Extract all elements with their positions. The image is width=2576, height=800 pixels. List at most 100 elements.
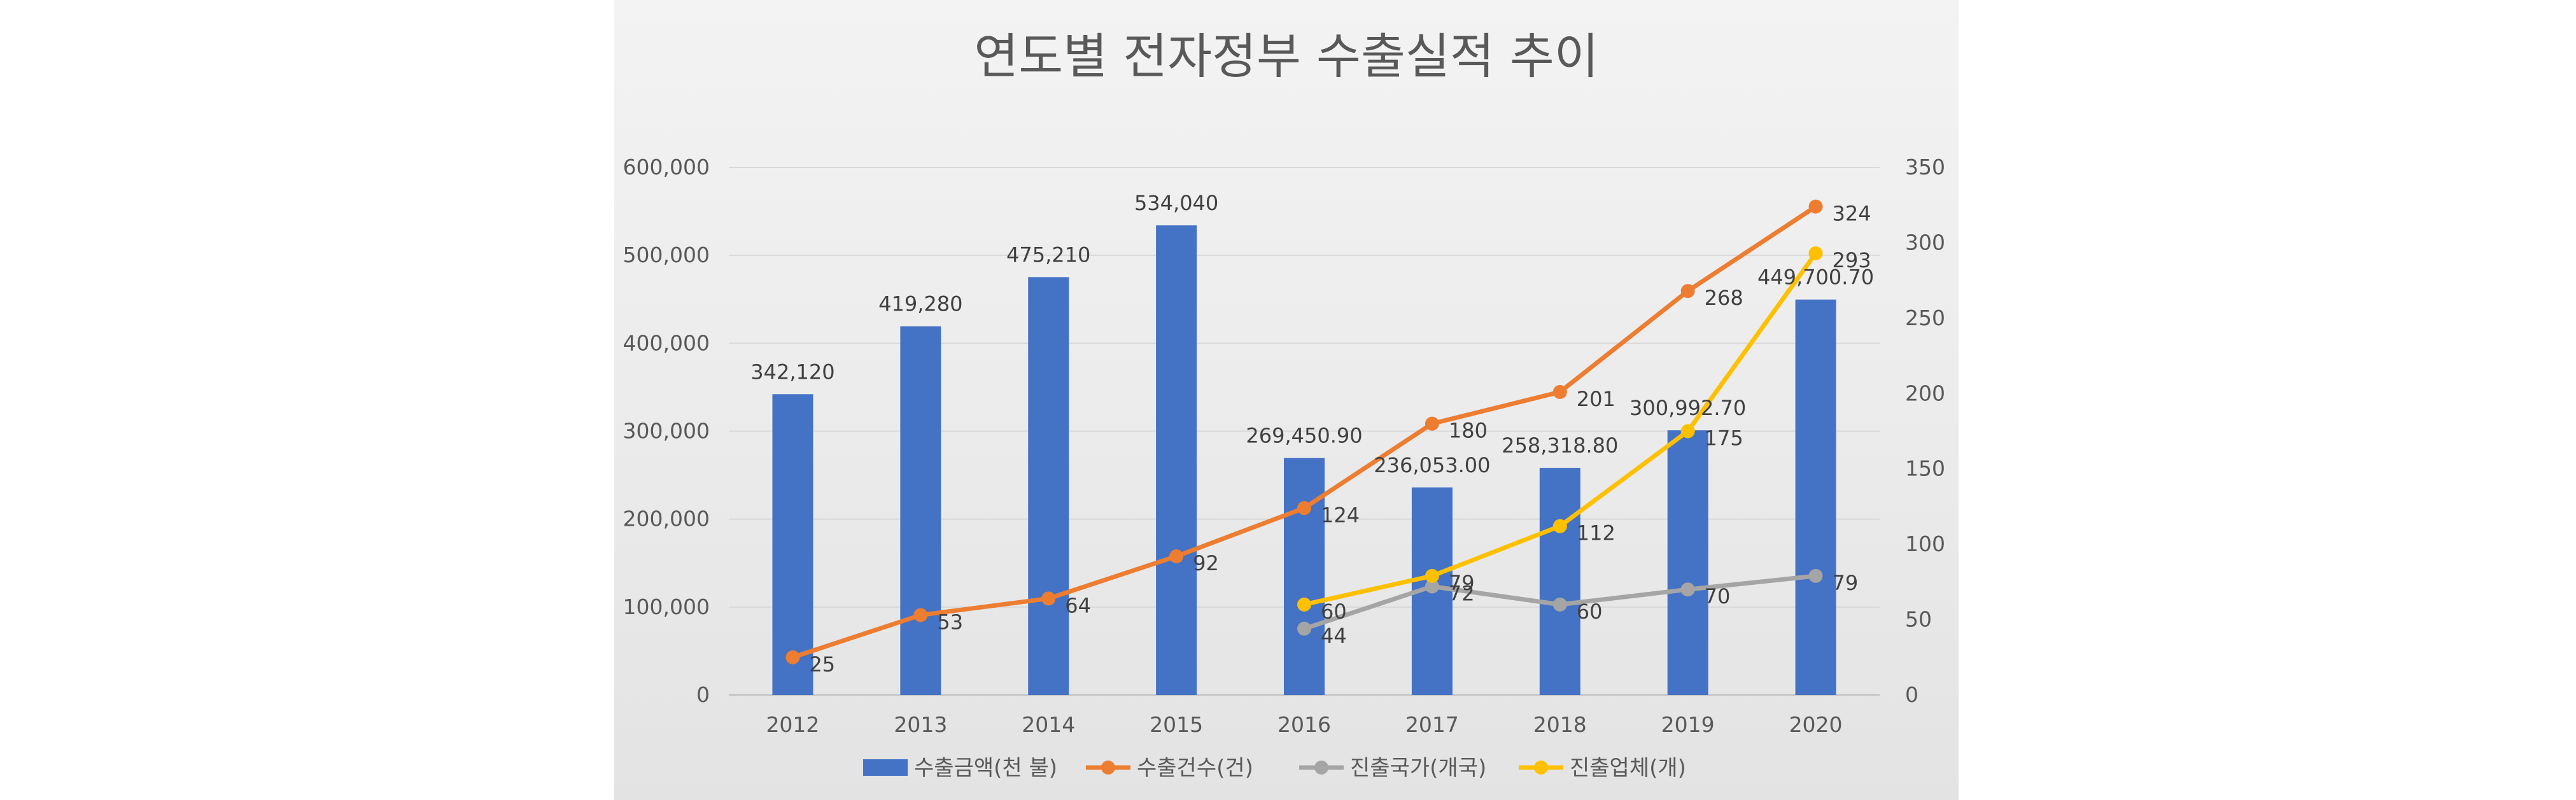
line-data-label: 64	[1065, 593, 1091, 617]
legend-swatch	[863, 759, 908, 776]
left-axis: 0 100,000 200,000 300,000 400,000 500,000 600,…	[623, 155, 710, 707]
legend-item: 진출업체(개)	[1519, 755, 1686, 781]
right-axis-tick-label: 300	[1905, 230, 1945, 255]
legend-marker	[1101, 761, 1115, 775]
legend-label: 진출국가(개국)	[1350, 755, 1486, 781]
bar	[772, 394, 813, 695]
bar	[1028, 277, 1069, 695]
line-point	[1425, 579, 1439, 594]
bar	[1667, 430, 1708, 695]
legend-item: 수출건수(건)	[1086, 755, 1253, 781]
line-data-label: 79	[1833, 571, 1859, 595]
legend-item: 수출금액(천 불)	[863, 755, 1057, 781]
right-axis-tick-label: 100	[1905, 531, 1945, 556]
left-axis-tick-label: 100,000	[623, 594, 710, 619]
line-data-label: 201	[1577, 387, 1615, 411]
right-axis: 0 50 100 150 200 250 300 350	[1905, 155, 1945, 707]
chart-panel: 연도별 전자정부 수출실적 추이 0 100,000 200,000 300,000 4…	[614, 0, 1959, 800]
bar-data-label: 475,210	[1006, 242, 1090, 267]
right-axis-tick-label: 50	[1905, 607, 1932, 632]
line-data-label: 53	[937, 610, 963, 634]
bar	[1539, 468, 1580, 695]
bar-series	[772, 225, 1836, 695]
line-data-label: 44	[1321, 624, 1347, 648]
x-axis: 2012 2013 2014 2015 2016 2017 2018 2019 2020	[766, 712, 1842, 737]
right-axis-tick-label: 250	[1905, 305, 1945, 330]
x-axis-tick-label: 2014	[1022, 712, 1075, 737]
legend-label: 진출업체(개)	[1570, 755, 1686, 781]
bar	[1156, 225, 1197, 695]
right-axis-tick-label: 350	[1905, 155, 1945, 179]
line-series	[785, 199, 1823, 664]
x-axis-tick-label: 2019	[1661, 712, 1715, 737]
line-point	[785, 650, 800, 664]
bar	[900, 326, 941, 695]
line-data-label: 60	[1321, 600, 1347, 624]
legend-item: 진출국가(개국)	[1299, 755, 1486, 781]
x-axis-tick-label: 2013	[894, 712, 947, 737]
line-data-label: 70	[1705, 584, 1731, 608]
line-data-label: 175	[1705, 426, 1743, 451]
line-point	[1041, 591, 1056, 606]
legend-label: 수출금액(천 불)	[914, 755, 1057, 781]
chart-svg: 연도별 전자정부 수출실적 추이 0 100,000 200,000 300,000 4…	[623, 28, 1945, 781]
right-axis-tick-label: 150	[1905, 456, 1945, 481]
left-axis-tick-label: 200,000	[623, 507, 710, 531]
bar-data-label: 269,450.90	[1246, 424, 1362, 448]
line-point	[1808, 199, 1823, 214]
line-data-label: 124	[1321, 503, 1360, 527]
line-data-label: 92	[1193, 551, 1219, 575]
left-axis-tick-label: 500,000	[623, 242, 710, 267]
x-axis-tick-label: 2017	[1405, 712, 1459, 737]
line-data-label: 268	[1705, 286, 1743, 310]
x-axis-tick-label: 2012	[766, 712, 819, 737]
line-point	[1297, 621, 1311, 636]
line-point	[913, 608, 928, 622]
line-point	[1680, 424, 1695, 439]
line-data-label: 72	[1449, 581, 1475, 605]
x-axis-tick-label: 2018	[1533, 712, 1587, 737]
line-data-label: 293	[1833, 248, 1871, 272]
line-point	[1808, 568, 1823, 583]
left-axis-tick-label: 300,000	[623, 419, 710, 444]
line-point	[1425, 416, 1439, 431]
line-point	[1552, 519, 1567, 533]
x-axis-tick-label: 2020	[1789, 712, 1843, 737]
bar	[1284, 458, 1325, 695]
line-point	[1552, 384, 1567, 399]
x-axis-tick-label: 2015	[1150, 712, 1203, 737]
bar-data-label: 449,700.70	[1757, 265, 1874, 290]
legend: 수출금액(천 불) 수출건수(건) 진출국가(개국) 진출업체(개)	[863, 755, 1686, 781]
right-axis-tick-label: 0	[1905, 682, 1918, 707]
right-axis-tick-label: 200	[1905, 381, 1945, 405]
legend-marker	[1314, 761, 1328, 775]
line-data-label: 180	[1449, 419, 1488, 443]
x-axis-tick-label: 2016	[1277, 712, 1331, 737]
bar-data-label: 534,040	[1134, 191, 1218, 215]
chart-title: 연도별 전자정부 수출실적 추이	[974, 28, 1598, 85]
line-point	[1297, 597, 1311, 612]
bar	[1795, 299, 1836, 695]
bar-data-label: 258,318.80	[1502, 433, 1618, 458]
line-data-label: 79	[1449, 571, 1475, 595]
line-point	[1169, 549, 1184, 564]
line-data-label: 25	[809, 652, 835, 677]
bar-data-label: 342,120	[750, 360, 834, 384]
line-point	[1425, 568, 1439, 583]
line-point	[1808, 246, 1823, 261]
left-axis-tick-label: 600,000	[623, 155, 710, 179]
bar-data-label: 419,280	[878, 292, 962, 316]
line-point	[1297, 501, 1311, 516]
line-data-label: 112	[1577, 521, 1615, 545]
left-axis-tick-label: 0	[696, 682, 710, 707]
legend-marker	[1534, 761, 1548, 775]
bar-data-label: 300,992.70	[1629, 396, 1746, 420]
legend-label: 수출건수(건)	[1137, 755, 1253, 781]
bar-data-label: 236,053.00	[1374, 453, 1490, 477]
line-data-label: 324	[1833, 202, 1871, 226]
line-data-label: 60	[1577, 600, 1603, 624]
data-labels: 342,120 419,280 475,210 534,040 269,450.90 23…	[750, 191, 1874, 677]
line-point	[1552, 597, 1567, 612]
line-point	[1680, 284, 1695, 298]
line-point	[1680, 582, 1695, 597]
